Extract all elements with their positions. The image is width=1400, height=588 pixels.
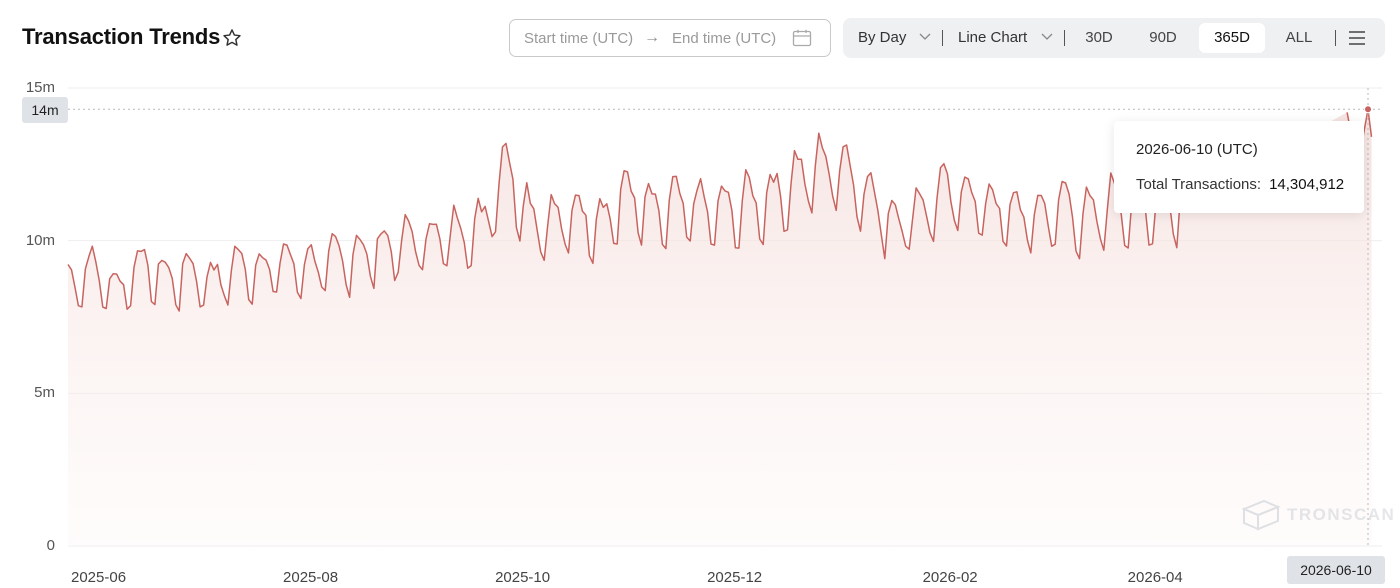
start-time-input[interactable]: Start time (UTC)	[524, 29, 634, 47]
chart-tooltip: 2026-06-10 (UTC) Total Transactions: 14,3…	[1114, 121, 1364, 213]
menu-icon[interactable]	[1348, 29, 1366, 47]
y-tick-label: 15m	[25, 79, 55, 96]
tooltip-label: Total Transactions:	[1136, 176, 1262, 193]
watermark: TRONSCAN	[1240, 497, 1394, 533]
range-90d-button[interactable]: 90D	[1149, 29, 1177, 46]
y-tick-label: 10m	[25, 231, 55, 249]
page-title: Transaction Trends	[22, 24, 221, 49]
x-tick-label: 2025-12	[707, 569, 763, 586]
chart-toolbar: By Day Line Chart 30D 90D 365D ALL	[843, 18, 1385, 58]
watermark-text: TRONSCAN	[1287, 505, 1396, 524]
tooltip-date: 2026-06-10 (UTC)	[1136, 141, 1258, 158]
date-range-picker[interactable]: Start time (UTC) → End time (UTC)	[509, 19, 831, 57]
toolbar-divider	[1335, 30, 1336, 46]
y-tick-label: 0	[46, 537, 55, 554]
range-365d-button[interactable]: 365D	[1199, 23, 1265, 53]
series-line	[67, 132, 1192, 312]
tooltip-row: Total Transactions: 14,304,912	[1136, 176, 1344, 193]
toolbar-divider	[942, 30, 943, 46]
chart-type-select[interactable]: Line Chart	[958, 29, 1028, 46]
chevron-down-icon[interactable]	[1041, 32, 1053, 42]
chevron-down-icon[interactable]	[919, 32, 931, 42]
toolbar-divider	[1064, 30, 1065, 46]
y-axis-hover-marker: 14m	[22, 97, 68, 123]
arrow-right-icon: →	[644, 29, 660, 46]
range-30d-button[interactable]: 30D	[1085, 29, 1113, 46]
x-tick-label: 2025-08	[283, 569, 339, 586]
calendar-icon[interactable]	[792, 29, 812, 47]
tooltip-value: 14,304,912	[1269, 176, 1345, 193]
x-tick-label: 2025-10	[495, 569, 551, 586]
y-tick-label: 5m	[34, 384, 55, 402]
x-tick-label: 2026-04	[1127, 569, 1183, 586]
range-all-button[interactable]: ALL	[1285, 29, 1313, 46]
granularity-select[interactable]: By Day	[858, 29, 907, 46]
hover-point	[1364, 105, 1372, 114]
header: Transaction Trends Start time (UTC) → En…	[0, 0, 1400, 78]
x-axis-hover-marker: 2026-06-10	[1287, 556, 1385, 584]
end-time-input[interactable]: End time (UTC)	[672, 29, 777, 47]
x-tick-label: 2026-02	[922, 569, 978, 586]
series-area	[68, 109, 1372, 546]
tronscan-logo-icon	[1241, 499, 1281, 531]
star-icon[interactable]	[221, 27, 243, 49]
x-tick-label: 2025-06	[71, 569, 127, 586]
